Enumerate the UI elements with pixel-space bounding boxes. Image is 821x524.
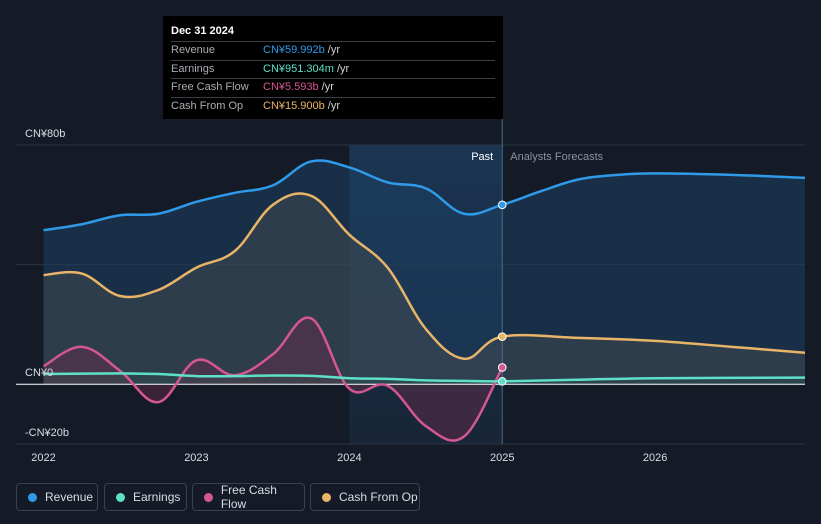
free-cash-flow-dot-icon [204,492,213,502]
tooltip-row-free-cash-flow: Free Cash Flow CN¥5.593b /yr [171,78,495,97]
y-tick-label: CN¥80b [25,128,65,140]
tooltip-unit: /yr [336,62,350,75]
x-tick-label: 2024 [337,452,361,464]
data-tooltip: Dec 31 2024 Revenue CN¥59.992b /yr Earni… [163,16,503,119]
past-label: Past [471,151,493,163]
x-tick-label: 2026 [643,452,667,464]
y-tick-label: CN¥0 [25,367,53,379]
earnings-area [43,373,805,385]
legend-item-free-cash-flow[interactable]: Free Cash Flow [192,483,305,511]
legend-label: Earnings [133,490,181,504]
legend-item-cash-from-op[interactable]: Cash From Op [310,483,420,511]
tooltip-unit: /yr [327,44,341,56]
revenue-dot-icon [28,492,37,502]
cash-from-op-line [43,192,806,361]
revenue-marker [497,200,507,210]
free-cash-flow-marker [497,363,507,372]
earnings-dot-icon [116,492,125,502]
tooltip-label: Earnings [171,62,215,75]
x-tick-label: 2022 [31,452,55,464]
tooltip-unit: /yr [327,99,341,112]
tooltip-date: Dec 31 2024 [171,25,234,37]
legend-item-earnings[interactable]: Earnings [104,483,187,511]
tooltip-label: Free Cash Flow [171,81,249,93]
tooltip-row-cash-from-op: Cash From Op CN¥15.900b /yr [171,96,495,116]
x-tick-label: 2025 [490,452,514,464]
cash-from-op-marker [497,332,507,341]
legend-label: Revenue [45,490,94,504]
tooltip-unit: /yr [321,81,334,93]
series-markers [497,200,507,386]
series-lines [42,159,806,442]
earnings-line [43,372,806,383]
tooltip-value: CN¥15.900b [263,99,325,112]
x-tick-label: 2023 [184,452,208,464]
legend-item-revenue[interactable]: Revenue [16,483,98,511]
cash-from-op-dot-icon [322,492,331,502]
y-axis-labels: CN¥80b CN¥0 -CN¥20b [25,128,69,439]
legend-label: Cash From Op [339,490,418,504]
tooltip-value: CN¥5.593b [263,81,319,93]
revenue-line [43,159,806,232]
y-tick-label: -CN¥20b [25,427,69,439]
tooltip-value: CN¥59.992b [263,44,325,56]
revenue-area [43,160,805,385]
free-cash-flow-area [43,317,503,441]
earnings-marker [497,377,507,386]
tooltip-row-revenue: Revenue CN¥59.992b /yr [171,41,495,60]
cash-from-op-area [43,193,805,385]
tooltip-label: Cash From Op [171,99,244,112]
forecast-label: Analysts Forecasts [510,151,603,163]
tooltip-value: CN¥951.304m [263,62,334,75]
legend-label: Free Cash Flow [220,483,277,511]
x-axis-labels: 2022 2023 2024 2025 2026 [31,452,667,464]
tooltip-label: Revenue [171,44,216,56]
tooltip-row-earnings: Earnings CN¥951.304m /yr [171,59,495,79]
free-cash-flow-line [42,316,504,442]
series-areas [43,160,805,441]
